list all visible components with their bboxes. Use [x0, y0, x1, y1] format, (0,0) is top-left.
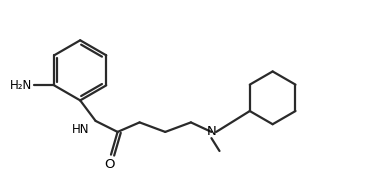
Text: N: N	[207, 125, 216, 138]
Text: O: O	[104, 158, 115, 171]
Text: HN: HN	[72, 123, 90, 136]
Text: H₂N: H₂N	[10, 79, 32, 92]
